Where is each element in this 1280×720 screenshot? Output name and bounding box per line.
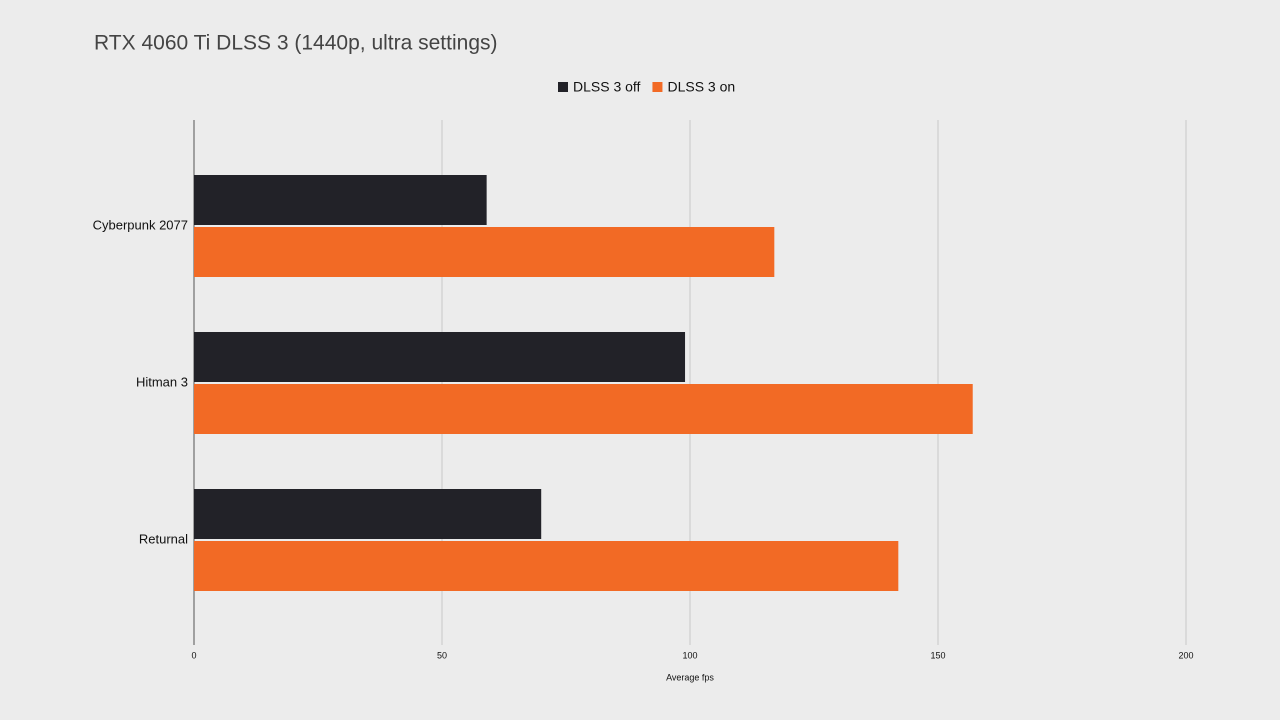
bar: [194, 227, 775, 277]
y-tick-label: Returnal: [139, 531, 188, 546]
y-tick-label: Cyberpunk 2077: [93, 217, 188, 232]
y-tick-label: Hitman 3: [136, 374, 188, 389]
bar: [194, 489, 542, 539]
bar: [194, 332, 686, 382]
x-tick-label: 50: [437, 650, 447, 660]
chart-title: RTX 4060 Ti DLSS 3 (1440p, ultra setting…: [94, 32, 498, 55]
legend-label: DLSS 3 off: [573, 79, 641, 95]
x-tick-label: 0: [191, 650, 196, 660]
bar: [194, 175, 487, 225]
legend-swatch: [652, 82, 663, 92]
x-tick-label: 150: [930, 650, 945, 660]
x-tick-label: 100: [682, 650, 697, 660]
legend-swatch: [558, 82, 568, 92]
bar: [194, 541, 899, 591]
x-tick-label: 200: [1178, 650, 1193, 660]
legend-label: DLSS 3 on: [667, 79, 735, 95]
bar: [194, 384, 973, 434]
x-axis-label: Average fps: [666, 672, 714, 682]
